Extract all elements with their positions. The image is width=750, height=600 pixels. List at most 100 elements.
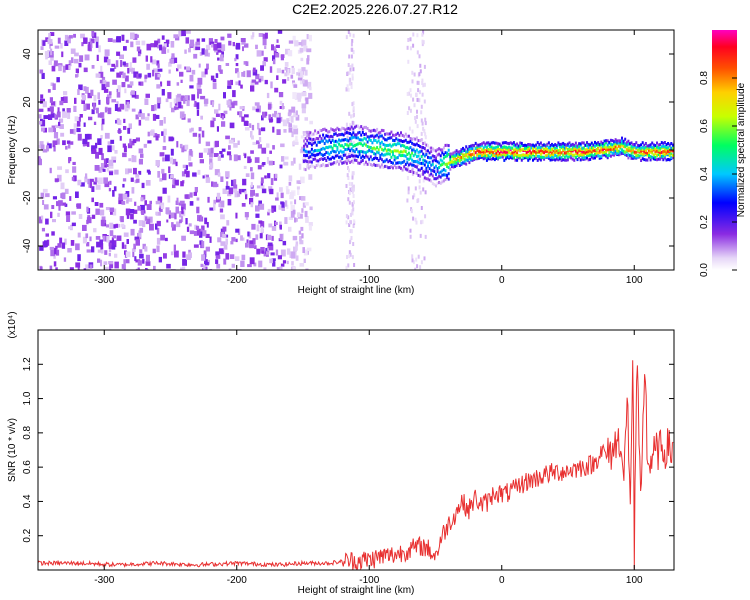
heatmap-cell: [630, 141, 633, 145]
heatmap-cell: [442, 153, 445, 157]
heatmap-cell: [632, 145, 635, 149]
heatmap-cell: [566, 158, 569, 162]
heatmap-cell: [430, 172, 433, 176]
heatmap-cell: [608, 150, 611, 154]
heatmap-cell: [365, 125, 367, 129]
heatmap-cell: [350, 54, 353, 59]
heatmap-cell: [216, 263, 221, 269]
heatmap-cell: [393, 139, 396, 142]
heatmap-cell: [341, 132, 344, 136]
x-tick-label: -200: [227, 575, 247, 586]
heatmap-cell: [506, 153, 509, 157]
heatmap-cell: [65, 211, 71, 216]
heatmap-cell: [40, 94, 44, 99]
heatmap-cell: [125, 208, 131, 216]
heatmap-cell: [186, 254, 191, 260]
heatmap-cell: [412, 160, 415, 163]
heatmap-cell: [138, 230, 142, 238]
heatmap-cell: [421, 121, 424, 126]
heatmap-cell: [535, 153, 538, 157]
heatmap-cell: [203, 148, 209, 153]
heatmap-cell: [115, 60, 119, 68]
heatmap-cell: [514, 149, 517, 153]
heatmap-cell: [427, 164, 429, 168]
heatmap-cell: [152, 69, 155, 77]
heatmap-cell: [278, 205, 282, 210]
heatmap-cell: [309, 120, 313, 125]
heatmap-cell: [74, 116, 78, 122]
heatmap-cell: [396, 142, 399, 146]
heatmap-cell: [390, 161, 393, 164]
heatmap-cell: [568, 149, 571, 153]
heatmap-cell: [345, 35, 348, 40]
heatmap-cell: [665, 148, 668, 152]
heatmap-cell: [476, 145, 479, 149]
heatmap-cell: [380, 152, 383, 156]
heatmap-cell: [487, 157, 490, 161]
heatmap-cell: [194, 187, 198, 193]
heatmap-cell: [470, 144, 472, 148]
heatmap-cell: [257, 122, 260, 130]
heatmap-cell: [589, 149, 592, 153]
heatmap-cell: [659, 151, 662, 154]
heatmap-cell: [272, 262, 276, 267]
heatmap-cell: [54, 247, 57, 255]
heatmap-cell: [108, 163, 114, 169]
heatmap-cell: [167, 195, 171, 203]
heatmap-cell: [527, 145, 530, 149]
heatmap-cell: [347, 87, 350, 92]
heatmap-cell: [606, 143, 609, 147]
heatmap-cell: [55, 249, 60, 256]
heatmap-cell: [444, 169, 447, 173]
heatmap-cell: [349, 32, 352, 37]
heatmap-cell: [541, 151, 544, 155]
heatmap-cell: [85, 173, 88, 179]
heatmap-cell: [351, 120, 354, 125]
heatmap-cell: [568, 141, 571, 145]
heatmap-cell: [82, 138, 88, 145]
heatmap-cell: [304, 149, 307, 153]
heatmap-cell: [638, 146, 641, 150]
heatmap-cell: [209, 152, 213, 158]
heatmap-cell: [223, 244, 228, 250]
heatmap-cell: [251, 135, 254, 140]
heatmap-cell: [369, 146, 372, 149]
heatmap-cell: [184, 194, 189, 199]
heatmap-cell: [271, 226, 277, 231]
heatmap-cell: [382, 136, 385, 140]
heatmap-cell: [307, 141, 310, 145]
heatmap-cell: [310, 133, 313, 137]
heatmap-cell: [490, 141, 493, 145]
heatmap-cell: [581, 155, 584, 159]
heatmap-cell: [123, 126, 127, 130]
heatmap-cell: [286, 204, 289, 209]
heatmap-cell: [87, 178, 91, 185]
heatmap-cell: [266, 251, 269, 255]
heatmap-cell: [287, 68, 290, 76]
heatmap-cell: [307, 55, 310, 61]
heatmap-cell: [170, 41, 175, 48]
heatmap-cell: [508, 145, 511, 149]
heatmap-cell: [446, 176, 449, 180]
heatmap-cell: [497, 147, 499, 151]
heatmap-cell: [304, 168, 307, 172]
heatmap-cell: [465, 152, 468, 156]
heatmap-cell: [318, 128, 321, 132]
heatmap-cell: [260, 226, 264, 233]
heatmap-cell: [105, 224, 109, 228]
heatmap-cell: [72, 161, 76, 165]
heatmap-cell: [385, 152, 388, 156]
heatmap-cell: [627, 149, 630, 152]
heatmap-cell: [374, 156, 377, 160]
colorbar-tick-label: 0.2: [699, 215, 710, 229]
heatmap-cell: [173, 98, 177, 104]
heatmap-cell: [134, 201, 137, 206]
heatmap-cell: [276, 192, 279, 200]
heatmap-cell: [333, 161, 336, 165]
heatmap-cell: [177, 93, 182, 98]
heatmap-cell: [304, 69, 308, 76]
heatmap-cell: [282, 119, 288, 127]
heatmap-cell: [589, 143, 592, 147]
heatmap-cell: [344, 160, 347, 164]
heatmap-cell: [670, 142, 673, 145]
